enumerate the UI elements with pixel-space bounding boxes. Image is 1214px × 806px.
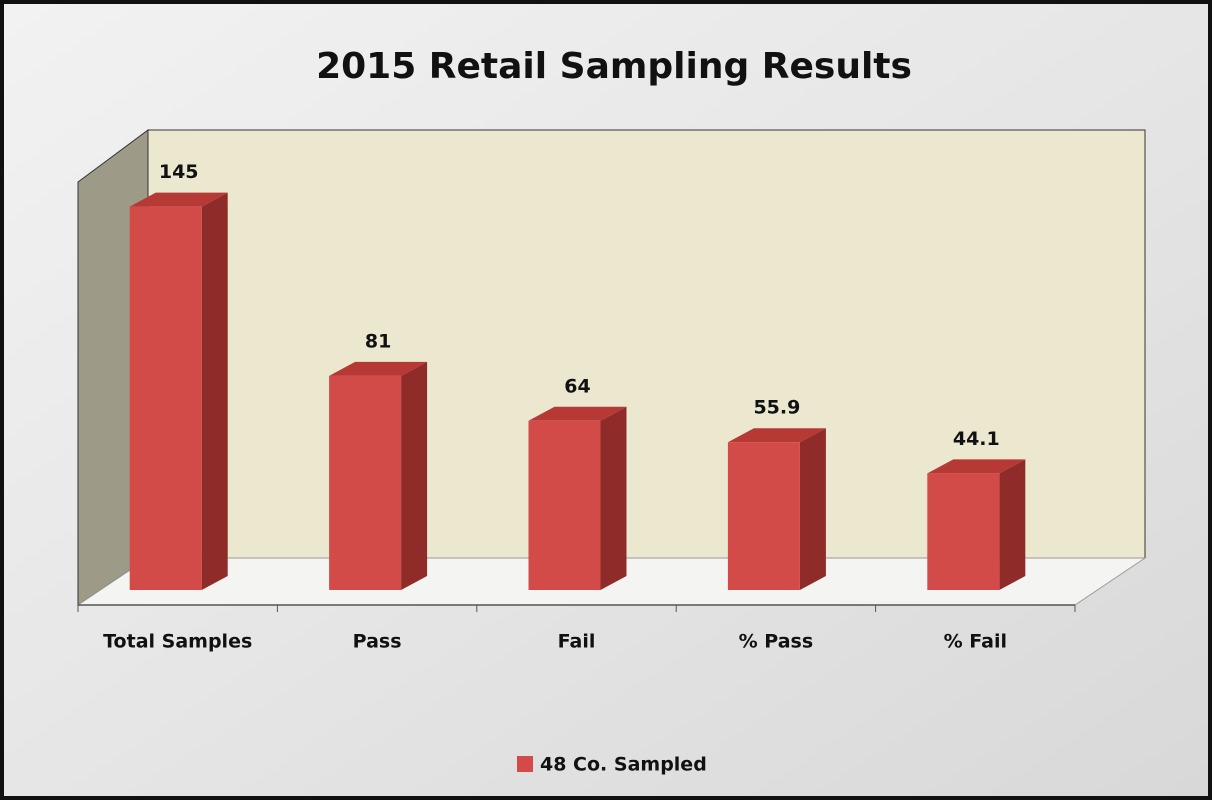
bar-side xyxy=(600,406,627,590)
bar-side xyxy=(799,428,826,590)
bar-top xyxy=(927,459,1026,474)
x-tick-label: Fail xyxy=(558,631,596,653)
bar-side xyxy=(201,192,228,590)
bar xyxy=(927,473,1000,590)
data-label: 55.9 xyxy=(753,397,800,419)
data-label: 44.1 xyxy=(953,428,1000,450)
chart-title: 2015 Retail Sampling Results xyxy=(316,46,912,87)
bar xyxy=(727,442,800,590)
bar-top xyxy=(727,428,826,443)
x-tick-label: Total Samples xyxy=(103,631,252,653)
bar xyxy=(129,206,202,590)
legend-label: 48 Co. Sampled xyxy=(540,754,707,776)
data-label: 64 xyxy=(564,375,590,397)
x-tick-label: Pass xyxy=(353,631,402,653)
x-tick-label: % Fail xyxy=(944,631,1007,653)
data-label: 81 xyxy=(365,330,391,352)
legend-swatch xyxy=(517,756,533,772)
bar-side xyxy=(999,459,1026,590)
bar xyxy=(528,420,601,590)
bar-top xyxy=(329,361,428,376)
bar-top xyxy=(528,406,627,421)
x-tick-label: % Pass xyxy=(739,631,814,653)
data-label: 145 xyxy=(159,161,199,183)
bar xyxy=(329,375,402,590)
bar-side xyxy=(401,361,428,590)
bar-top xyxy=(129,192,228,207)
